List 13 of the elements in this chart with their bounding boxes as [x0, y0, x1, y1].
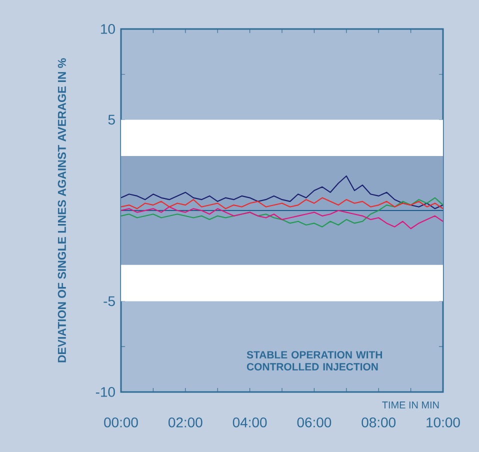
x-tick-label: 02:00 [168, 417, 202, 428]
x-tick-label: 08:00 [362, 417, 396, 428]
y-tick-label: -10 [96, 387, 115, 397]
y-tick-label: -5 [104, 296, 115, 306]
annotation: STABLE OPERATION WITH CONTROLLED INJECTION [246, 351, 382, 370]
x-tick-label: 10:00 [426, 417, 460, 428]
x-tick-label: 06:00 [297, 417, 332, 428]
y-axis-title: DEVIATION OF SINGLE LINES AGAINST AVERAGE IN % [58, 58, 66, 362]
y-tick-label: 5 [108, 114, 115, 125]
x-tick-label: 00:00 [104, 417, 138, 428]
x-axis-title: TIME IN MIN [382, 402, 439, 408]
x-tick-label: 04:00 [232, 417, 267, 428]
y-tick-label: 10 [101, 24, 115, 34]
